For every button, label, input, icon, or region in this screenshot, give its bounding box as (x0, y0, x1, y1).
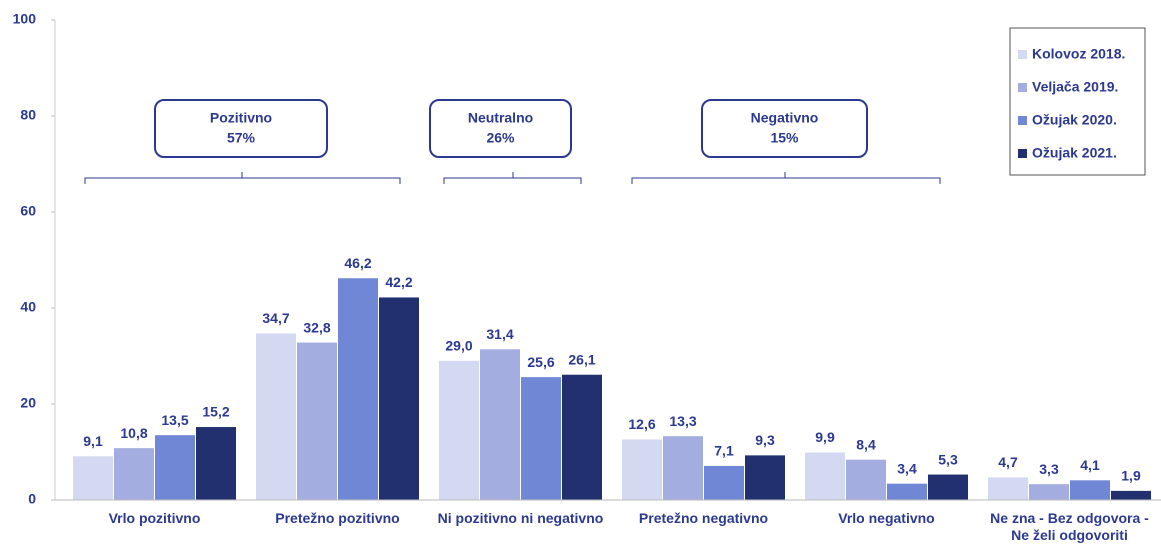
bar (1070, 480, 1110, 500)
bar (622, 439, 662, 500)
value-label: 7,1 (714, 443, 734, 459)
value-label: 42,2 (385, 274, 412, 290)
value-label: 10,8 (120, 425, 147, 441)
value-label: 26,1 (568, 351, 595, 367)
bar (297, 342, 337, 500)
legend-label: Veljača 2019. (1032, 79, 1118, 95)
value-label: 46,2 (344, 255, 371, 271)
x-tick-label: Ne zna - Bez odgovora - Ne želi odgovori… (990, 510, 1149, 543)
value-label: 9,9 (815, 429, 835, 445)
value-label: 9,1 (83, 433, 103, 449)
annotation-label: Negativno (751, 110, 819, 126)
bar (704, 465, 744, 500)
value-label: 32,8 (303, 319, 330, 335)
bracket (84, 172, 401, 184)
x-tick-label: Vrlo negativno (838, 510, 935, 526)
bar (1111, 490, 1151, 500)
bar (521, 377, 561, 500)
annotation-box (429, 99, 572, 158)
bar (887, 483, 927, 500)
value-label: 1,9 (1121, 468, 1141, 484)
bar (562, 374, 602, 500)
annotation-box (701, 99, 868, 158)
x-tick-label: Ni pozitivno ni negativno (437, 510, 604, 526)
legend-label: Kolovoz 2018. (1032, 46, 1125, 62)
value-label: 3,4 (897, 460, 917, 476)
legend-swatch (1018, 116, 1027, 125)
value-label: 8,4 (856, 436, 876, 452)
value-label: 12,6 (628, 416, 655, 432)
value-label: 4,7 (998, 454, 1018, 470)
y-tick-label: 20 (20, 395, 36, 411)
y-tick-label: 100 (13, 11, 37, 27)
value-label: 13,3 (669, 413, 696, 429)
annotation-value: 57% (227, 130, 256, 146)
bar (1029, 484, 1069, 500)
bracket (443, 172, 582, 184)
legend-swatch (1018, 149, 1027, 158)
bar (155, 435, 195, 500)
bar (256, 333, 296, 500)
bar (663, 436, 703, 500)
legend-box (1009, 27, 1146, 176)
bar (805, 452, 845, 500)
y-tick-label: 80 (20, 107, 36, 123)
x-tick-label: Pretežno negativno (638, 510, 769, 526)
y-tick-label: 60 (20, 203, 36, 219)
value-label: 25,6 (527, 354, 554, 370)
annotation-label: Pozitivno (210, 110, 272, 126)
annotation-value: 15% (770, 130, 799, 146)
bar (439, 360, 479, 500)
bar (745, 455, 785, 500)
legend-label: Ožujak 2020. (1032, 112, 1117, 128)
value-label: 29,0 (445, 338, 472, 354)
bar (114, 448, 154, 500)
bracket (631, 172, 941, 184)
value-label: 5,3 (938, 451, 958, 467)
value-label: 31,4 (486, 326, 513, 342)
y-tick-label: 0 (28, 491, 36, 507)
bar (379, 297, 419, 500)
bar (988, 477, 1028, 500)
bar (928, 474, 968, 500)
legend-swatch (1018, 83, 1027, 92)
y-tick-label: 40 (20, 299, 36, 315)
annotation-label: Neutralno (468, 110, 533, 126)
value-label: 4,1 (1080, 457, 1100, 473)
x-tick-label: Vrlo pozitivno (108, 510, 201, 526)
annotation-box (154, 99, 328, 158)
value-label: 13,5 (161, 412, 188, 428)
bar (846, 459, 886, 500)
legend-label: Ožujak 2021. (1032, 145, 1117, 161)
value-label: 9,3 (755, 432, 775, 448)
value-label: 34,7 (262, 310, 289, 326)
bar (480, 349, 520, 500)
x-tick-label: Pretežno pozitivno (275, 510, 400, 526)
bar (338, 278, 378, 500)
legend-swatch (1018, 50, 1027, 59)
value-label: 15,2 (202, 404, 229, 420)
bar (73, 456, 113, 500)
value-label: 3,3 (1039, 461, 1059, 477)
bar (196, 427, 236, 500)
annotation-value: 26% (486, 130, 515, 146)
